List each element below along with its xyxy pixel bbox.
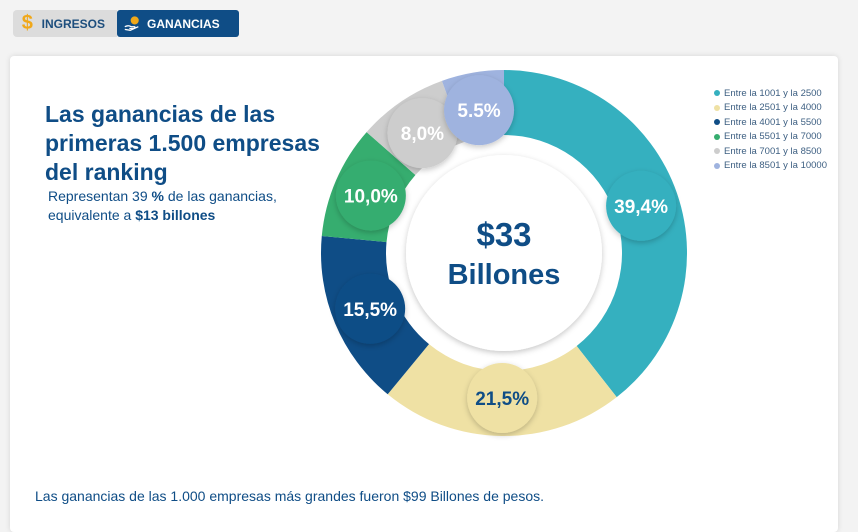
legend-label: Entre la 1001 y la 2500 xyxy=(724,87,822,99)
legend-swatch xyxy=(714,90,720,97)
subtitle-amount: $13 billones xyxy=(135,207,216,223)
slice-label-bubble xyxy=(335,273,406,344)
hand-coin-icon xyxy=(123,15,141,33)
center-value: $33 xyxy=(476,216,531,253)
legend-item: Entre la 5501 y la 7000 xyxy=(714,130,827,145)
legend-label: Entre la 4001 y la 5500 xyxy=(724,116,822,128)
subtitle-text-a: Representan 39 xyxy=(48,188,152,204)
slice-label: 5.5% xyxy=(457,101,500,122)
slice-label: 10,0% xyxy=(344,187,398,208)
slice-label-bubble xyxy=(467,362,538,433)
donut-center xyxy=(406,155,602,351)
legend-swatch xyxy=(714,148,720,155)
legend-swatch xyxy=(714,119,720,126)
legend-item: Entre la 8501 y la 10000 xyxy=(714,159,827,174)
legend-item: Entre la 7001 y la 8500 xyxy=(714,144,827,159)
subtitle-text-c: de las ganancias, equivalente a xyxy=(48,188,277,223)
legend-swatch xyxy=(714,104,720,111)
slice-label-bubble xyxy=(606,170,677,241)
slice-label-bubble xyxy=(444,75,515,146)
legend-label: Entre la 2501 y la 4000 xyxy=(724,102,822,114)
tab-ganancias-label: GANANCIAS xyxy=(147,16,220,31)
dollar-icon: $ xyxy=(21,12,33,34)
legend-label: Entre la 7001 y la 8500 xyxy=(724,145,822,157)
slice-label-bubble xyxy=(387,98,458,169)
legend-item: Entre la 2501 y la 4000 xyxy=(714,101,827,116)
page-title: Las ganancias de las primeras 1.500 empr… xyxy=(45,101,320,185)
tab-bar: $ INGRESOS GANANCIAS xyxy=(13,10,239,37)
slice-label: 15,5% xyxy=(343,300,397,321)
slice-entre-la-1001-y-la-2500 xyxy=(504,70,687,398)
center-unit: Billones xyxy=(448,259,561,291)
page-subtitle: Representan 39 % de las ganancias, equiv… xyxy=(48,187,308,225)
legend-item: Entre la 1001 y la 2500 xyxy=(714,86,827,101)
tab-ingresos-label: INGRESOS xyxy=(41,16,105,31)
legend-swatch xyxy=(714,162,720,169)
slice-label: 21,5% xyxy=(475,389,529,410)
slice-labels: 39,4% 21,5% 15,5% 10,0% 8,0% 5.5% xyxy=(335,75,677,433)
chart-legend: Entre la 1001 y la 2500 Entre la 2501 y l… xyxy=(714,86,827,173)
slice-label: 39,4% xyxy=(614,197,668,218)
footer-note: Las ganancias de las 1.000 empresas más … xyxy=(35,488,544,504)
tab-ganancias[interactable]: GANANCIAS xyxy=(117,10,239,37)
legend-item: Entre la 4001 y la 5500 xyxy=(714,115,827,130)
legend-label: Entre la 5501 y la 7000 xyxy=(724,131,822,143)
legend-swatch xyxy=(714,133,720,140)
subtitle-percent: % xyxy=(151,188,164,204)
slice-label: 8,0% xyxy=(401,124,444,145)
tab-ingresos[interactable]: $ INGRESOS xyxy=(13,10,117,37)
legend-label: Entre la 8501 y la 10000 xyxy=(724,160,827,172)
slice-label-bubble xyxy=(335,160,406,231)
